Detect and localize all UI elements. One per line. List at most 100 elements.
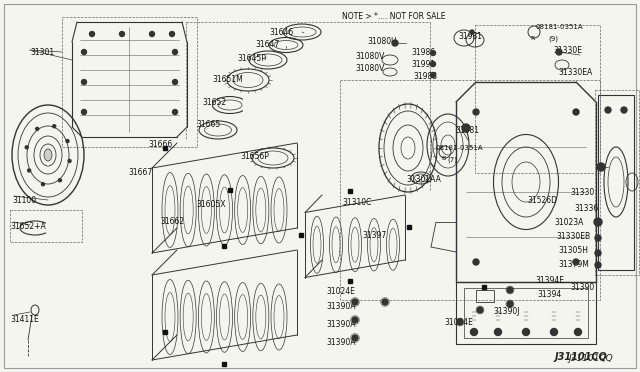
Text: 31411E: 31411E [10, 315, 39, 324]
Text: 31665: 31665 [196, 120, 220, 129]
Text: 31666: 31666 [148, 140, 172, 149]
Circle shape [495, 328, 502, 336]
Circle shape [431, 61, 435, 67]
Circle shape [68, 160, 71, 163]
Text: 31330EA: 31330EA [558, 68, 592, 77]
Circle shape [575, 328, 582, 336]
Bar [476, 290, 494, 302]
Text: 31605X: 31605X [196, 200, 225, 209]
Text: J31101CQ: J31101CQ [555, 352, 608, 362]
Circle shape [595, 235, 601, 241]
Text: 31656P: 31656P [240, 152, 269, 161]
Bar [163, 330, 167, 334]
Text: 31981: 31981 [458, 32, 482, 41]
Text: 31080U: 31080U [367, 37, 397, 46]
Text: 31330E: 31330E [553, 46, 582, 55]
Bar [340, 80, 600, 300]
Text: 31988: 31988 [413, 72, 437, 81]
Circle shape [58, 179, 61, 182]
Text: 31390A: 31390A [326, 338, 355, 347]
Text: R: R [530, 36, 534, 41]
Text: 31652: 31652 [202, 98, 226, 107]
Circle shape [457, 319, 463, 325]
Circle shape [431, 73, 435, 77]
Text: 31651M: 31651M [212, 75, 243, 84]
Text: 31397: 31397 [362, 231, 387, 240]
Text: B: B [441, 156, 445, 161]
Circle shape [173, 49, 177, 55]
Text: 08181-0351A: 08181-0351A [536, 24, 584, 30]
Circle shape [66, 140, 69, 142]
Circle shape [470, 328, 477, 336]
Circle shape [173, 109, 177, 115]
Bar [228, 188, 232, 192]
Circle shape [352, 317, 358, 323]
Text: 31394: 31394 [537, 290, 561, 299]
Text: 31381: 31381 [455, 126, 479, 135]
Bar [456, 282, 596, 344]
Circle shape [595, 262, 601, 268]
Circle shape [42, 183, 45, 186]
Text: 31080V: 31080V [355, 52, 385, 61]
Circle shape [507, 287, 513, 293]
Text: 31991: 31991 [411, 60, 435, 69]
Circle shape [597, 163, 605, 171]
Text: (9): (9) [548, 35, 558, 42]
Circle shape [392, 40, 398, 46]
Circle shape [90, 32, 95, 36]
Circle shape [473, 109, 479, 115]
Text: 31330: 31330 [570, 188, 595, 197]
Circle shape [150, 32, 154, 36]
Text: 31645P: 31645P [237, 54, 266, 63]
Circle shape [605, 107, 611, 113]
Circle shape [477, 307, 483, 313]
Circle shape [621, 107, 627, 113]
Bar [475, 25, 600, 173]
Circle shape [462, 124, 470, 132]
Text: 31336: 31336 [574, 204, 598, 213]
Bar [464, 288, 588, 338]
Text: 31667: 31667 [128, 168, 152, 177]
Circle shape [382, 299, 388, 305]
Circle shape [28, 169, 31, 172]
Circle shape [470, 30, 474, 34]
Circle shape [550, 328, 557, 336]
Bar [46, 221, 56, 235]
Bar [10, 210, 82, 242]
Circle shape [556, 49, 562, 55]
Text: 31301: 31301 [30, 48, 54, 57]
Circle shape [352, 299, 358, 305]
Text: 31390J: 31390J [493, 307, 520, 316]
Text: 31652+A: 31652+A [10, 222, 45, 231]
Circle shape [473, 259, 479, 265]
Text: NOTE > *.... NOT FOR SALE: NOTE > *.... NOT FOR SALE [342, 12, 445, 21]
Text: 31310C: 31310C [342, 198, 371, 207]
Text: 31023A: 31023A [554, 218, 584, 227]
Circle shape [81, 80, 86, 84]
Bar [348, 189, 352, 193]
Circle shape [170, 32, 175, 36]
Bar [598, 95, 634, 270]
Circle shape [573, 109, 579, 115]
Text: 31647: 31647 [255, 40, 279, 49]
Circle shape [507, 301, 513, 307]
Text: 31394E: 31394E [535, 276, 564, 285]
Text: 31305H: 31305H [558, 246, 588, 255]
Circle shape [522, 328, 529, 336]
Text: 31080V: 31080V [355, 64, 385, 73]
Bar [243, 97, 257, 114]
Text: 31379M: 31379M [558, 260, 589, 269]
Bar [222, 244, 226, 248]
Circle shape [352, 335, 358, 341]
Text: (7): (7) [447, 156, 457, 163]
Bar [62, 17, 197, 147]
Text: 31024E: 31024E [326, 287, 355, 296]
Text: 31100: 31100 [12, 196, 36, 205]
Bar [300, 233, 303, 237]
Text: 08181-0351A: 08181-0351A [436, 145, 484, 151]
Bar [222, 362, 226, 366]
Circle shape [573, 259, 579, 265]
Text: 31526D: 31526D [527, 196, 557, 205]
Circle shape [81, 109, 86, 115]
Text: 31330EB: 31330EB [556, 232, 590, 241]
